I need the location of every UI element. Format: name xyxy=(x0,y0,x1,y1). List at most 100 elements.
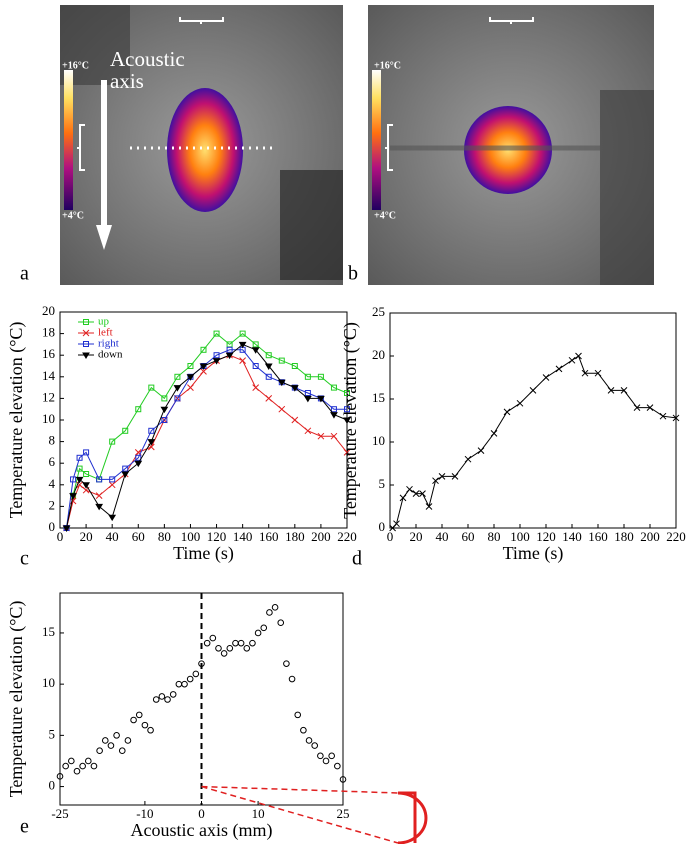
x-tick-label: 40 xyxy=(106,529,119,544)
y-tick-label: 0 xyxy=(379,519,386,534)
marker xyxy=(134,460,143,468)
marker xyxy=(278,405,286,413)
marker xyxy=(82,482,90,489)
marker xyxy=(200,346,207,353)
y-tick-label: 10 xyxy=(372,433,385,448)
marker xyxy=(108,514,117,522)
y-tick-label: 16 xyxy=(42,346,56,361)
marker xyxy=(122,427,129,434)
marker xyxy=(199,363,208,370)
marker xyxy=(203,639,211,647)
legend-marker xyxy=(83,341,89,347)
marker xyxy=(646,404,654,411)
marker xyxy=(575,352,582,360)
marker xyxy=(225,352,234,360)
legend-label: right xyxy=(98,338,119,350)
marker xyxy=(568,356,576,364)
panel-label: c xyxy=(20,548,29,570)
marker xyxy=(96,747,103,755)
marker xyxy=(291,363,298,369)
marker xyxy=(109,438,116,445)
marker xyxy=(288,675,296,683)
x-axis-label: Time (s) xyxy=(503,543,564,564)
marker xyxy=(175,680,183,688)
x-tick-label: 80 xyxy=(488,529,501,544)
marker xyxy=(343,449,351,456)
marker xyxy=(181,680,188,688)
marker xyxy=(239,357,246,364)
x-tick-label: 25 xyxy=(337,806,350,821)
y-tick-label: 4 xyxy=(49,476,56,491)
marker xyxy=(213,330,220,337)
marker xyxy=(76,454,83,461)
x-tick-label: 120 xyxy=(207,529,227,544)
marker xyxy=(425,503,433,510)
marker xyxy=(56,773,64,780)
marker xyxy=(200,368,207,375)
marker xyxy=(344,390,350,396)
marker xyxy=(432,477,439,485)
x-tick-label: 120 xyxy=(536,529,556,544)
marker xyxy=(503,408,511,416)
legend-marker xyxy=(82,329,90,337)
marker xyxy=(555,365,563,373)
marker xyxy=(226,346,233,353)
marker xyxy=(278,357,285,364)
marker xyxy=(62,762,69,770)
marker xyxy=(141,721,149,729)
marker xyxy=(101,737,109,744)
marker xyxy=(107,742,115,749)
y-axis-label: Temperature elevation (°C) xyxy=(6,322,27,519)
y-tick-label: 20 xyxy=(372,347,385,362)
marker xyxy=(148,427,155,434)
marker xyxy=(291,416,299,424)
marker xyxy=(76,481,83,489)
marker xyxy=(238,341,247,349)
x-tick-label: 160 xyxy=(588,529,608,544)
legend-marker xyxy=(83,319,89,325)
marker xyxy=(451,473,459,480)
marker xyxy=(186,675,194,683)
marker xyxy=(243,645,251,652)
marker xyxy=(148,384,155,391)
x-tick-label: 40 xyxy=(436,529,449,544)
heat-spot xyxy=(167,88,243,212)
marker xyxy=(339,776,347,783)
marker xyxy=(265,373,272,380)
legend-label: down xyxy=(98,349,123,361)
marker xyxy=(290,385,299,392)
marker xyxy=(264,363,273,370)
marker xyxy=(283,660,290,667)
marker xyxy=(328,752,335,760)
x-tick-label: 220 xyxy=(666,529,686,544)
x-tick-label: 220 xyxy=(337,529,357,544)
marker xyxy=(277,619,285,627)
annotation: Acoustic axis xyxy=(110,47,185,93)
y-tick-label: 15 xyxy=(42,624,55,639)
marker xyxy=(69,497,77,505)
marker xyxy=(135,406,142,413)
y-tick-label: 5 xyxy=(379,476,386,491)
marker xyxy=(330,432,338,440)
marker xyxy=(294,711,302,719)
marker xyxy=(95,492,103,499)
marker xyxy=(109,476,116,483)
marker xyxy=(76,465,83,472)
y-tick-label: 12 xyxy=(42,389,55,404)
x-axis-label: Acoustic axis (mm) xyxy=(131,820,273,841)
marker xyxy=(147,726,154,734)
scale-bar xyxy=(489,17,534,24)
marker xyxy=(607,387,615,394)
panel-label: d xyxy=(352,548,362,570)
marker xyxy=(334,762,341,770)
marker xyxy=(393,520,400,528)
marker xyxy=(96,476,103,483)
marker xyxy=(187,363,194,369)
panel-label: b xyxy=(348,263,358,285)
y-tick-label: 5 xyxy=(49,726,56,741)
marker xyxy=(344,406,350,413)
marker xyxy=(212,358,221,365)
y-tick-label: 18 xyxy=(42,325,55,340)
